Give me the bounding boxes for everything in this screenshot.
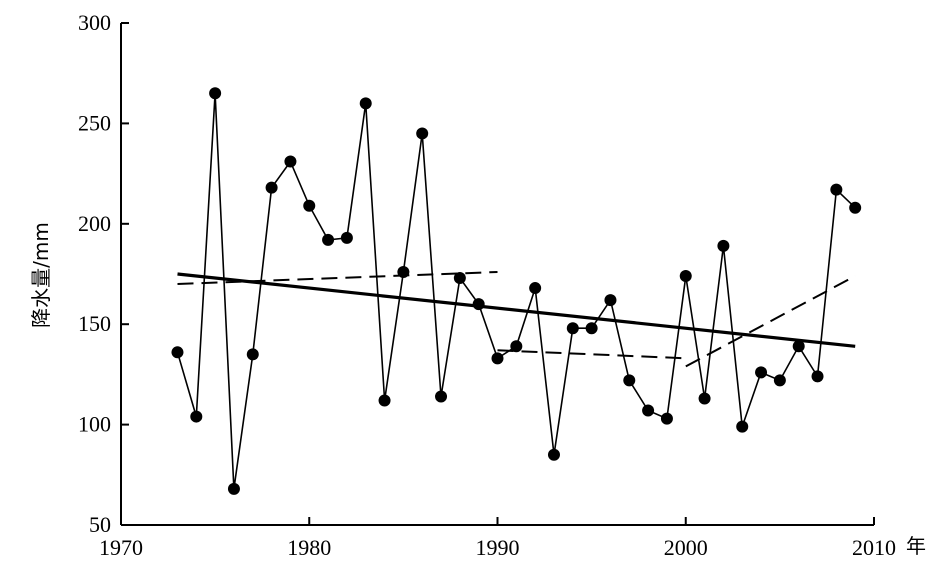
precipitation-data-point bbox=[322, 233, 335, 246]
precipitation-data-point bbox=[171, 346, 184, 359]
precipitation-data-point bbox=[435, 390, 448, 403]
precipitation-data-point bbox=[642, 404, 655, 417]
precipitation-data-point bbox=[792, 340, 805, 353]
precipitation-data-point bbox=[303, 199, 316, 212]
precipitation-data-point bbox=[679, 270, 692, 283]
axes bbox=[120, 23, 874, 526]
precipitation-data-point bbox=[736, 420, 749, 433]
y-axis-label: 降水量/mm bbox=[29, 222, 53, 328]
precipitation-data-point bbox=[340, 231, 353, 244]
precipitation-data-point bbox=[209, 87, 222, 100]
precipitation-data-point bbox=[585, 322, 598, 335]
precipitation-data-point bbox=[604, 294, 617, 307]
precipitation-data-point bbox=[623, 374, 636, 387]
series-layer bbox=[171, 87, 862, 495]
precipitation-data-point bbox=[529, 282, 542, 295]
x-tick-label: 1970 bbox=[99, 535, 143, 560]
precipitation-data-point bbox=[698, 392, 711, 405]
precipitation-data-point bbox=[811, 370, 824, 383]
x-tick-label: 2000 bbox=[664, 535, 708, 560]
precipitation-data-point bbox=[491, 352, 504, 365]
x-tick-label: 1980 bbox=[287, 535, 331, 560]
x-tick-label: 2010 bbox=[852, 535, 896, 560]
y-tick-label: 300 bbox=[78, 10, 111, 35]
precipitation-data-point bbox=[284, 155, 297, 168]
x-axis-label: 年 bbox=[906, 534, 926, 558]
segment-trend-line bbox=[497, 349, 686, 360]
precipitation-data-point bbox=[830, 183, 843, 196]
y-tick-label: 50 bbox=[89, 512, 111, 537]
precipitation-data-point bbox=[566, 322, 579, 335]
precipitation-data-point bbox=[453, 272, 466, 285]
precipitation-data-point bbox=[510, 340, 523, 353]
y-tick-label: 100 bbox=[78, 412, 111, 437]
precipitation-data-point bbox=[416, 127, 429, 140]
y-tick-label: 200 bbox=[78, 211, 111, 236]
precipitation-data-point bbox=[190, 410, 203, 423]
precipitation-data-point bbox=[755, 366, 768, 379]
precipitation-data-point bbox=[227, 482, 240, 495]
x-tick-label: 1990 bbox=[476, 535, 520, 560]
precipitation-data-point bbox=[246, 348, 259, 361]
precipitation-data-point bbox=[849, 201, 862, 214]
precipitation-data-point bbox=[265, 181, 278, 194]
ticks-layer: 50 100 150 200 250 300 1970 1980 1990 2000 2010 bbox=[78, 10, 896, 560]
overall-trend-line bbox=[177, 272, 856, 348]
y-tick-label: 250 bbox=[78, 110, 111, 135]
precipitation-series-line bbox=[176, 93, 856, 490]
y-tick-label: 150 bbox=[78, 311, 111, 336]
segment-trend-line bbox=[177, 271, 498, 285]
precipitation-data-point bbox=[547, 448, 560, 461]
precipitation-data-point bbox=[378, 394, 391, 407]
precipitation-data-point bbox=[773, 374, 786, 387]
precipitation-data-point bbox=[359, 97, 372, 110]
segment-trend-line bbox=[685, 275, 856, 368]
precipitation-data-point bbox=[660, 412, 673, 425]
precipitation-data-point bbox=[717, 239, 730, 252]
